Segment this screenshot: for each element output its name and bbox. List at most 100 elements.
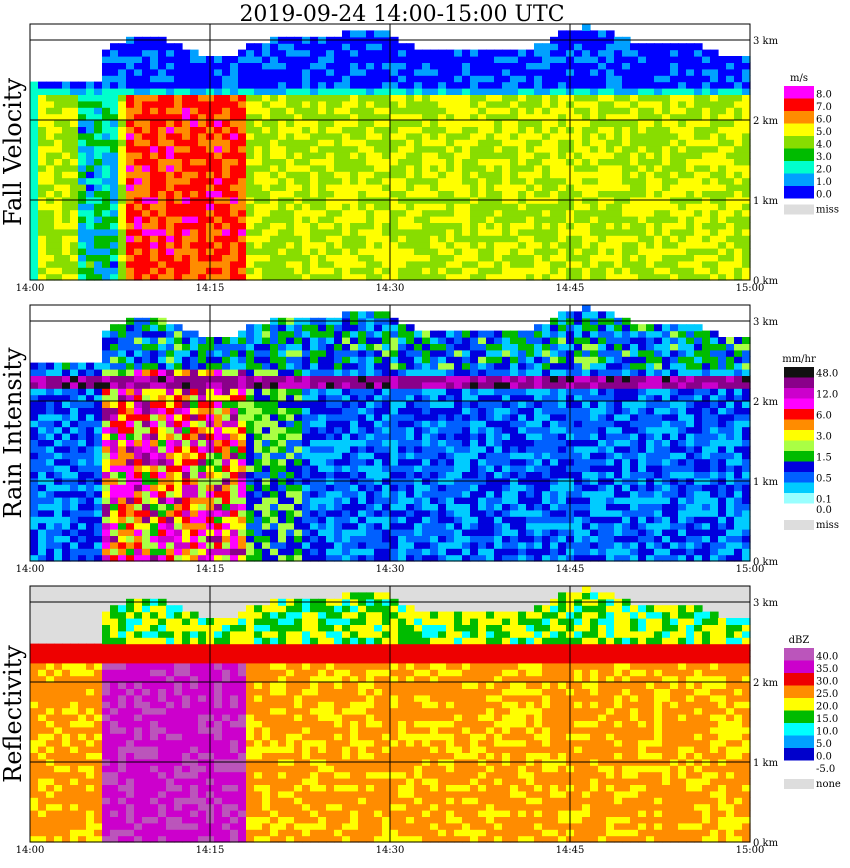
heatmap-cell [670,184,679,191]
heatmap-cell [470,171,479,179]
heatmap-cell [686,248,695,255]
heatmap-cell [390,120,399,127]
heatmap-cell [126,388,135,396]
heatmap-cell [374,241,383,249]
heatmap-cell [150,471,159,479]
heatmap-cell [62,228,71,236]
heatmap-cell [518,68,527,76]
heatmap-cell [326,541,335,549]
heatmap-cell [102,388,111,396]
heatmap-cell [302,254,311,262]
heatmap-cell [606,222,615,230]
heatmap-cell [726,126,735,134]
heatmap-cell [318,241,327,249]
heatmap-cell [470,62,479,70]
heatmap-cell [150,75,159,83]
heatmap-cell [30,152,39,159]
heatmap-cell [694,88,703,95]
heatmap-cell [302,433,311,440]
heatmap-cell [30,503,39,511]
heatmap-cell [310,452,319,460]
heatmap-cell [246,375,255,383]
heatmap-cell [134,260,143,268]
heatmap-cell [630,88,639,95]
heatmap-cell [686,107,695,115]
heatmap-cell [70,554,79,562]
heatmap-cell [278,394,287,402]
heatmap-cell [166,375,175,383]
heatmap-cell [158,62,167,70]
heatmap-cell [454,184,463,191]
heatmap-cell [326,235,335,243]
heatmap-cell [110,241,119,249]
heatmap-cell [350,503,359,511]
heatmap-cell [478,126,487,134]
heatmap-cell [270,171,279,179]
heatmap-cell [94,94,103,102]
heatmap-cell [414,145,423,153]
heatmap-cell [254,362,263,370]
heatmap-cell [166,330,175,338]
heatmap-cell [326,145,335,153]
heatmap-cell [470,94,479,102]
heatmap-cell [478,164,487,172]
heatmap-cell [214,356,223,364]
heatmap-cell [182,228,191,236]
heatmap-cell [678,248,687,255]
heatmap-cell [286,401,295,408]
heatmap-cell [102,68,111,76]
heatmap-cell [550,94,559,102]
heatmap-cell [238,49,247,57]
heatmap-cell [246,113,255,121]
heatmap-cell [390,529,399,536]
heatmap-cell [350,439,359,447]
heatmap-cell [230,401,239,408]
heatmap-cell [190,228,199,236]
heatmap-cell [734,171,743,179]
heatmap-cell [710,273,719,281]
heatmap-cell [190,490,199,498]
heatmap-cell [102,248,111,255]
heatmap-cell [574,228,583,236]
heatmap-cell [614,260,623,268]
heatmap-cell [134,254,143,262]
heatmap-cell [670,248,679,255]
heatmap-cell [326,126,335,134]
heatmap-cell [406,139,415,147]
heatmap-cell [574,158,583,166]
heatmap-cell [454,132,463,140]
heatmap-cell [118,126,127,134]
heatmap-cell [198,420,207,428]
legend-swatch [784,98,814,111]
heatmap-cell [414,113,423,121]
heatmap-cell [214,145,223,153]
heatmap-cell [102,49,111,57]
heatmap-cell [294,62,303,70]
heatmap-cell [294,369,303,376]
heatmap-cell [110,81,119,89]
heatmap-cell [486,254,495,262]
heatmap-cell [62,171,71,179]
heatmap-cell [134,94,143,102]
heatmap-cell [86,235,95,243]
heatmap-cell [238,260,247,268]
heatmap-cell [470,139,479,147]
heatmap-cell [446,152,455,159]
heatmap-cell [646,43,655,51]
heatmap-cell [94,381,103,389]
heatmap-cell [670,120,679,127]
heatmap-cell [318,337,327,344]
heatmap-cell [150,120,159,127]
heatmap-cell [166,529,175,536]
heatmap-cell [350,471,359,479]
heatmap-cell [86,413,95,421]
heatmap-cell [286,94,295,102]
heatmap-cell [62,548,71,556]
heatmap-cell [134,145,143,153]
heatmap-cell [38,177,47,185]
heatmap-cell [382,324,391,332]
heatmap-cell [214,126,223,134]
heatmap-cell [302,330,311,338]
heatmap-cell [638,75,647,83]
heatmap-cell [486,158,495,166]
